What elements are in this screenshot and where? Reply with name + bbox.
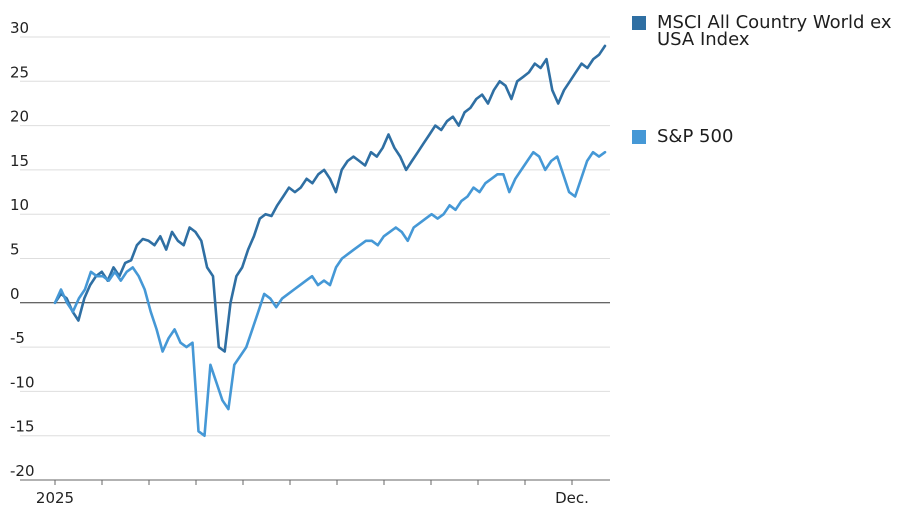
x-tick-label: Dec. [555,489,589,507]
x-axis: 2025 Dec. [20,479,610,507]
y-tick-label: -20 [10,462,35,480]
y-tick-labels: 30 25 20 15 10 5 0 -5 -10 -15 -20 [10,19,35,480]
gridlines [20,36,610,481]
y-tick-label: 20 [10,108,29,126]
legend-swatch-msci [632,16,646,30]
legend-label-sp500: S&P 500 [657,126,734,147]
series-lines [53,44,607,438]
y-tick-label: -15 [10,418,35,436]
y-tick-label: 10 [10,196,29,214]
y-tick-label: 5 [10,241,20,259]
x-tick-label: 2025 [36,489,74,507]
y-tick-label: 15 [10,152,29,170]
legend-label-msci: MSCI All Country World ex USA Index [657,12,892,50]
y-tick-label: -10 [10,373,35,391]
series-line-msci [53,44,607,353]
y-tick-label: 30 [10,19,29,37]
y-tick-label: -5 [10,329,25,347]
y-tick-label: 0 [10,285,20,303]
legend-swatch-sp500 [632,130,646,144]
series-line-sp500 [53,150,607,438]
y-tick-label: 25 [10,63,29,81]
